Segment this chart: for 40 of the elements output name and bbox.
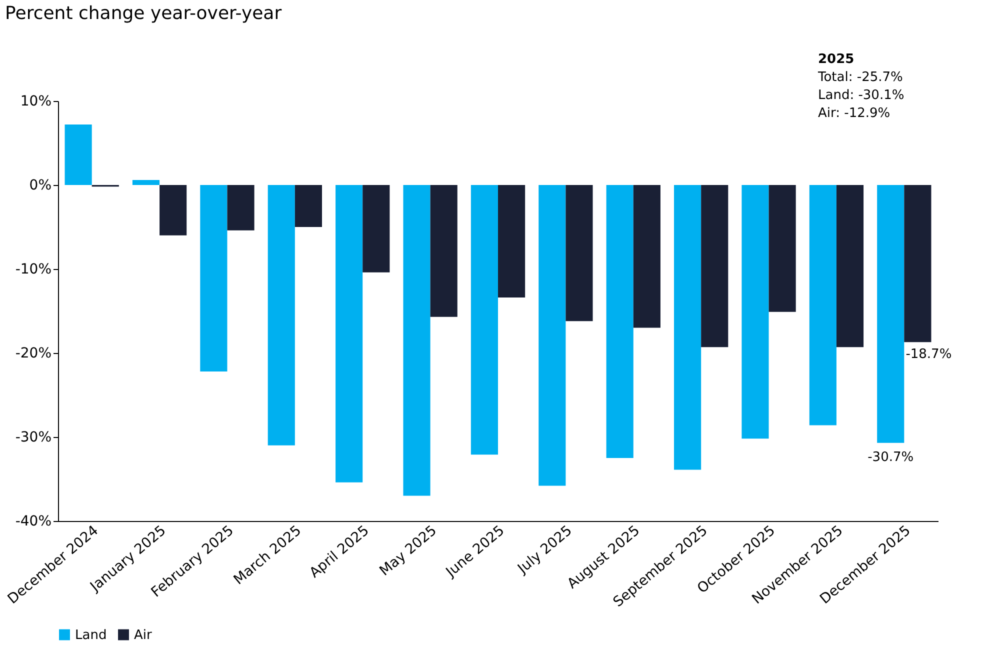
bar [268, 185, 295, 446]
bar [430, 185, 458, 317]
text: 2025 [818, 52, 854, 67]
bar [336, 185, 363, 482]
y-tick-label: -20% [15, 346, 52, 362]
y-tick-label: -10% [15, 262, 52, 278]
bar [768, 185, 796, 312]
bar [200, 185, 228, 372]
bar [674, 185, 702, 470]
bar [809, 185, 836, 426]
bar [294, 185, 322, 227]
bar [538, 185, 566, 486]
data-label: -18.7% [906, 347, 952, 362]
bar [701, 185, 728, 348]
bar [227, 185, 254, 230]
bar [566, 185, 593, 322]
bar [470, 185, 498, 455]
legend-label: Land [75, 628, 107, 643]
bar [132, 180, 160, 185]
y-tick-label: -40% [15, 514, 52, 530]
data-label: -30.7% [868, 450, 914, 465]
text: Total: -25.7% [817, 70, 903, 85]
annotation: Land: -30.1% [818, 88, 904, 103]
y-tick-label: -30% [15, 430, 52, 446]
bar [403, 185, 430, 496]
y-tick-label: 10% [20, 94, 52, 110]
bar [904, 185, 932, 342]
legend-label: Air [134, 628, 153, 643]
bar [836, 185, 864, 348]
bar [498, 185, 526, 298]
bar [633, 185, 660, 328]
bar [877, 185, 904, 443]
chart-title: Percent change year-over-year [5, 3, 282, 24]
bar [160, 185, 187, 236]
y-tick-label: 0% [29, 178, 52, 194]
annotation: Air: -12.9% [818, 106, 890, 121]
bar [742, 185, 769, 439]
bar [362, 185, 390, 272]
bar [64, 124, 92, 185]
bar [606, 185, 634, 458]
